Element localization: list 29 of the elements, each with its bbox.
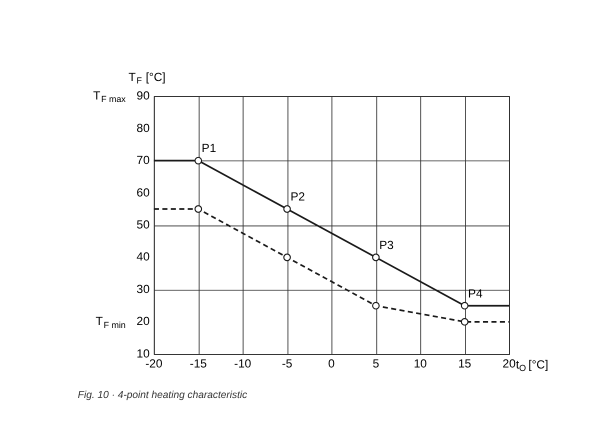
y-tick-label: 60 [136, 185, 150, 200]
annotation: P4 [468, 286, 483, 300]
x-tick-label: 5 [372, 356, 380, 371]
y-tick-label: 80 [136, 120, 150, 135]
y-tick-label: 20 [136, 314, 150, 328]
point [372, 302, 380, 310]
x-tick-label: -10 [234, 356, 252, 371]
point [460, 318, 468, 326]
point [283, 254, 291, 262]
x-tick-label: 0 [328, 356, 336, 371]
point [194, 156, 202, 164]
y-tick-label: 50 [136, 218, 150, 232]
annotation: P2 [290, 190, 305, 204]
annotation: P3 [379, 238, 394, 252]
point [283, 205, 291, 213]
y-tick-label: 40 [136, 250, 150, 264]
caption: Fig. 10 · 4-point heating characteristic [78, 390, 248, 402]
x-tick-label: 10 [414, 356, 428, 371]
x-tick-label: -15 [190, 356, 208, 371]
point [372, 254, 380, 262]
y-tick-label: 70 [136, 153, 150, 168]
point [194, 205, 202, 213]
point [460, 302, 468, 310]
x-tick-label: 15 [458, 356, 472, 371]
x-tick-label: -5 [282, 356, 293, 371]
annotation: P1 [202, 141, 216, 156]
x-tick-label: 20 [502, 356, 516, 371]
y-tick-label: 90 [136, 88, 150, 103]
y-tick-label: 30 [136, 282, 150, 296]
